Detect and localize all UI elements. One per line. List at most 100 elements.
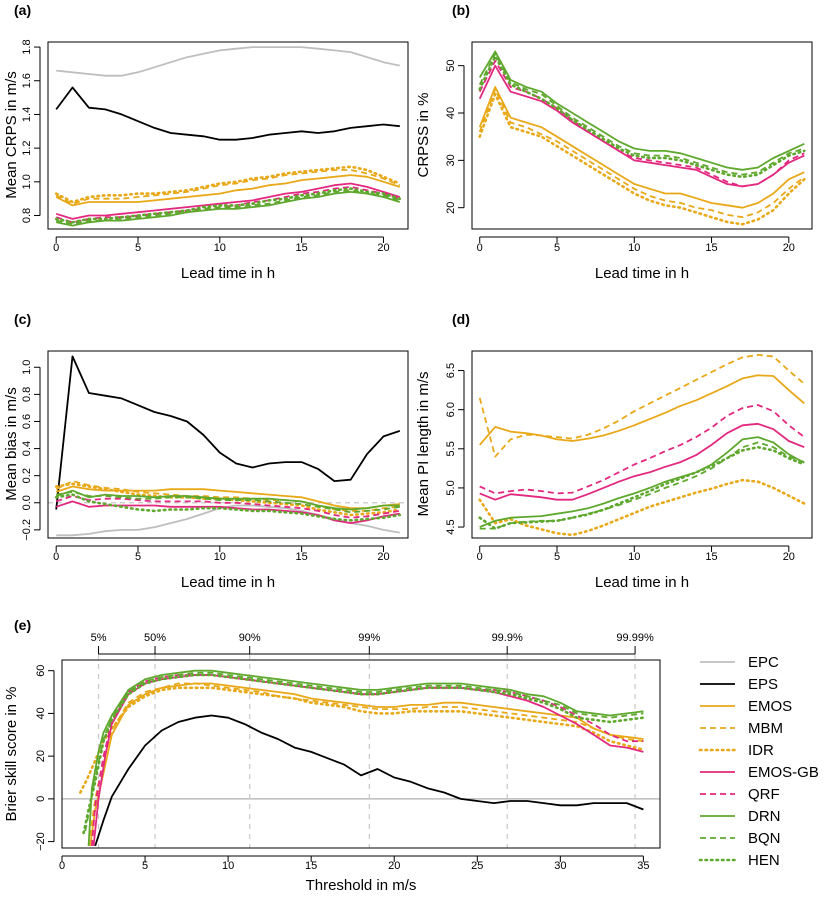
legend-label-idr: IDR [748,742,774,759]
x-tick-label: 5 [554,242,560,254]
x-tick-label: 10 [628,242,640,254]
y-axis-label: Mean PI length in m/s [415,371,432,516]
y-tick-label: 1.0 [21,174,33,189]
y-tick-label: 20 [445,202,457,214]
y-tick-label: 1.2 [21,140,33,155]
x-tick-label: 20 [377,242,389,254]
y-tick-label: 20 [35,750,47,762]
series-line-idr [478,478,806,537]
x-tick-label: 0 [59,860,65,872]
quantile-label: 50% [144,632,166,644]
y-tick-label: 50 [445,60,457,72]
series-line-emos [478,86,805,209]
y-tick-label: −0.2 [21,519,33,541]
y-tick-label: 0 [35,796,47,802]
x-tick-label: 5 [142,860,148,872]
plot-frame [471,350,813,539]
series-line-drn [56,191,401,227]
y-tick-label: 40 [35,707,47,719]
series-line-idr [478,92,806,226]
panel-c: (c) 0 5 10 15 20 −0.2 0.0 0.2 0.4 0.6 0.8 1.0 Lead ti… [3,311,409,591]
plot-frame [47,41,409,230]
legend-label-qrf: QRF [748,786,780,803]
y-tick-label: 6.0 [445,402,457,417]
y-tick-label: 6.5 [445,363,457,378]
y-axis-label: CRPSS in % [415,92,432,177]
x-tick-label: 10 [222,860,234,872]
panel-b: (b) 0 5 10 15 20 20 30 40 50 Lead time in h CRPSS i… [415,2,813,282]
x-tick-label: 0 [477,242,483,254]
x-tick-label: 25 [471,860,483,872]
quantile-label: 99.99% [616,632,654,644]
x-tick-label: 15 [705,551,717,563]
quantile-label: 99.9% [492,632,523,644]
x-tick-label: 5 [135,551,141,563]
y-tick-label: 4.5 [445,519,457,534]
x-tick-label: 10 [628,551,640,563]
y-tick-label: 1.0 [21,360,33,375]
series-line-emos [55,485,400,510]
panel-a: (a) 0 5 10 15 20 0.8 1.0 1.2 1.4 1.6 1.8 Lead time i… [3,2,409,282]
y-tick-label: 0.8 [21,387,33,402]
x-tick-label: 5 [554,551,560,563]
series-line-qrf [479,404,805,495]
x-tick-label: 35 [637,860,649,872]
series-line-hen [478,445,806,530]
series-line-hen [82,673,645,835]
quantile-label: 99% [358,632,380,644]
legend-label-hen: HEN [748,852,780,869]
x-tick-label: 20 [783,551,795,563]
series-line-emos [479,374,805,446]
y-axis-label: Mean CRPS in m/s [3,71,20,199]
legend-label-emos: EMOS [748,698,792,715]
x-tick-label: 5 [135,242,141,254]
legend: EPC EPS EMOS MBM IDR EMOS-GB QRF DRN BQN HEN [698,654,819,869]
x-axis-label: Threshold in m/s [306,877,417,894]
series-line-emos-gb [478,64,805,188]
y-axis-label: Brier skill score in % [3,686,20,821]
series-line-emos-gb [92,674,644,846]
series-line-emos [55,174,401,207]
panel-title: (e) [14,617,31,633]
series-line-emos-gb [55,182,401,220]
quantile-label: 90% [239,632,261,644]
series-line-epc [56,46,400,77]
x-tick-label: 20 [783,242,795,254]
panel-d: (d) 0 5 10 15 20 4.5 5.0 5.5 6.0 6.5 Lead time in h… [415,311,813,591]
legend-label-epc: EPC [748,654,779,671]
y-tick-label: 0.8 [21,208,33,223]
y-tick-label: −20 [35,832,47,851]
series-line-idr [54,165,402,204]
series-line-drn [479,436,805,528]
legend-label-drn: DRN [748,808,781,825]
series-line-qrf [91,674,644,846]
x-tick-label: 15 [296,242,308,254]
series-line-emos-gb [479,422,805,501]
series-line-mbm [55,480,400,512]
y-tick-label: 0.0 [21,495,33,510]
y-axis-label: Mean bias in m/s [3,387,20,500]
x-tick-label: 30 [554,860,566,872]
plot-frame [61,659,661,849]
x-tick-label: 0 [53,551,59,563]
y-tick-label: 0.2 [21,468,33,483]
x-tick-label: 10 [214,551,226,563]
x-axis-label: Lead time in h [181,574,275,591]
x-tick-label: 20 [377,551,389,563]
y-tick-label: 30 [445,154,457,166]
series-line-bqn [84,671,644,832]
y-tick-label: 5.0 [445,480,457,495]
x-tick-label: 10 [214,242,226,254]
y-tick-label: 5.5 [445,441,457,456]
y-tick-label: 0.4 [21,441,33,456]
panel-title: (a) [14,2,31,18]
legend-label-emos-gb: EMOS-GB [748,764,819,781]
panel-title: (c) [14,311,31,327]
series-line-bqn [56,491,400,514]
series-line-qrf [55,495,400,519]
y-tick-label: 1.8 [21,39,33,54]
panel-title: (d) [452,311,470,327]
series-line-drn [478,50,805,171]
panel-e: (e) 5% 50% 90% 99% 99.9% 99.99% 0 5 10 15 20 25 30 35 −… [3,617,661,894]
